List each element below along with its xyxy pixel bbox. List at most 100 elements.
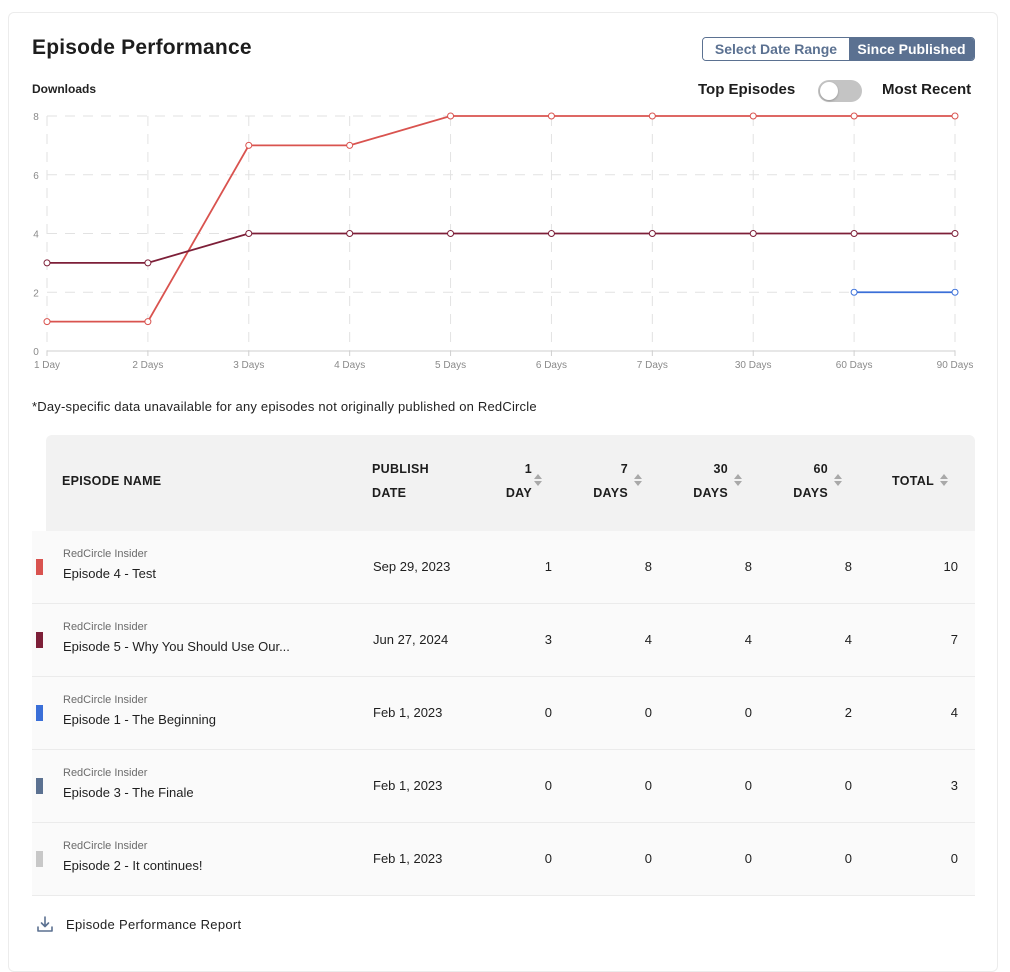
episode-name[interactable]: Episode 3 - The Finale	[63, 785, 194, 800]
episode-name[interactable]: Episode 2 - It continues!	[63, 858, 203, 873]
x-tick-label: 1 Day	[34, 360, 60, 371]
data-point	[951, 230, 959, 237]
page-title: Episode Performance	[32, 36, 252, 59]
downloads-total: 10	[943, 559, 958, 574]
downloads-60-days: 2	[844, 705, 852, 720]
episode-name[interactable]: Episode 1 - The Beginning	[63, 712, 216, 727]
data-point	[850, 230, 858, 237]
data-point	[951, 288, 959, 296]
x-tick-label: 2 Days	[132, 360, 163, 371]
col-30-days-l2: DAYS	[693, 486, 728, 500]
x-tick-label: 60 Days	[836, 360, 873, 371]
downloads-30-days: 4	[744, 632, 752, 647]
table-row[interactable]: RedCircle Insider Episode 3 - The Finale…	[32, 750, 975, 823]
sort-1-day-icon[interactable]	[534, 474, 542, 486]
sort-total-icon[interactable]	[940, 474, 948, 486]
show-name: RedCircle Insider	[63, 548, 148, 560]
data-point	[749, 112, 757, 120]
episode-name[interactable]: Episode 5 - Why You Should Use Our...	[63, 639, 290, 654]
show-name: RedCircle Insider	[63, 694, 148, 706]
downloads-60-days: 4	[844, 632, 852, 647]
publish-date: Feb 1, 2023	[373, 778, 443, 793]
data-point	[447, 112, 455, 120]
col-60-days-l1: 60	[813, 462, 828, 476]
col-publish-date[interactable]: PUBLISH DATE	[372, 457, 429, 505]
since-published-button[interactable]: Since Published	[849, 38, 974, 60]
data-point	[749, 230, 757, 237]
sort-7-days-icon[interactable]	[634, 474, 642, 486]
downloads-total: 7	[950, 632, 958, 647]
data-point	[648, 112, 656, 120]
y-tick-label: 8	[33, 112, 39, 123]
downloads-7-days: 0	[644, 705, 652, 720]
series-color-swatch	[36, 851, 43, 867]
publish-date: Feb 1, 2023	[373, 705, 443, 720]
downloads-30-days: 0	[744, 778, 752, 793]
col-7-days[interactable]: 7 DAYS	[588, 457, 628, 505]
col-60-days[interactable]: 60 DAYS	[788, 457, 828, 505]
col-30-days-l1: 30	[713, 462, 728, 476]
downloads-7-days: 4	[644, 632, 652, 647]
downloads-line-chart: 0 2 4 6 8 1 Day 2 Days 3 Days 4 Days 5 Days 6 Days…	[33, 112, 974, 371]
data-point	[850, 112, 858, 120]
downloads-total: 3	[950, 778, 958, 793]
select-date-range-button[interactable]: Select Date Range	[703, 38, 849, 60]
y-axis-label: Downloads	[32, 82, 97, 96]
series-color-swatch	[36, 632, 43, 648]
col-publish-l1: PUBLISH	[372, 462, 429, 476]
downloads-7-days: 0	[644, 778, 652, 793]
col-1-day[interactable]: 1 DAY	[492, 457, 532, 505]
y-tick-label: 0	[33, 347, 39, 358]
y-tick-label: 2	[33, 288, 39, 299]
downloads-1-day: 0	[544, 705, 552, 720]
x-tick-label: 5 Days	[435, 360, 466, 371]
show-name: RedCircle Insider	[63, 840, 148, 852]
downloads-30-days: 8	[744, 559, 752, 574]
table-row[interactable]: RedCircle Insider Episode 5 - Why You Sh…	[32, 604, 975, 677]
downloads-60-days: 8	[844, 559, 852, 574]
episode-name[interactable]: Episode 4 - Test	[63, 566, 156, 581]
y-tick-label: 6	[33, 171, 39, 182]
series-color-swatch	[36, 705, 43, 721]
data-point	[447, 230, 455, 237]
sort-60-days-icon[interactable]	[834, 474, 842, 486]
col-episode-name[interactable]: EPISODE NAME	[62, 474, 162, 488]
table-row[interactable]: RedCircle Insider Episode 2 - It continu…	[32, 823, 975, 896]
data-point	[346, 230, 354, 237]
downloads-1-day: 3	[544, 632, 552, 647]
data-point	[951, 112, 959, 120]
x-tick-label: 4 Days	[334, 360, 365, 371]
table-row[interactable]: RedCircle Insider Episode 4 - Test Sep 2…	[32, 531, 975, 604]
downloads-7-days: 8	[644, 559, 652, 574]
downloads-30-days: 0	[744, 851, 752, 866]
col-publish-l2: DATE	[372, 486, 407, 500]
sort-30-days-icon[interactable]	[734, 474, 742, 486]
downloads-1-day: 0	[544, 778, 552, 793]
table-row[interactable]: RedCircle Insider Episode 1 - The Beginn…	[32, 677, 975, 750]
x-tick-label: 7 Days	[637, 360, 668, 371]
publish-date: Sep 29, 2023	[373, 559, 451, 574]
y-tick-label: 4	[33, 230, 39, 241]
data-point	[850, 288, 858, 296]
data-point	[648, 230, 656, 237]
report-label: Episode Performance Report	[66, 916, 242, 932]
series-color-swatch	[36, 778, 43, 794]
table-header: EPISODE NAME PUBLISH DATE 1 DAY 7 DAYS 3…	[46, 435, 975, 531]
x-tick-label: 90 Days	[937, 360, 974, 371]
show-name: RedCircle Insider	[63, 621, 148, 633]
episode-performance-report-link[interactable]: Episode Performance Report	[36, 915, 241, 933]
col-30-days[interactable]: 30 DAYS	[688, 457, 728, 505]
col-60-days-l2: DAYS	[793, 486, 828, 500]
x-tick-label: 30 Days	[735, 360, 772, 371]
downloads-1-day: 1	[544, 559, 552, 574]
downloads-30-days: 0	[744, 705, 752, 720]
col-1-day-l2: DAY	[505, 486, 532, 500]
table-body: RedCircle Insider Episode 4 - Test Sep 2…	[32, 531, 975, 896]
episode-sort-toggle[interactable]	[818, 80, 862, 102]
data-point	[43, 259, 51, 267]
data-point	[547, 112, 555, 120]
date-range-selector: Select Date Range Since Published	[702, 37, 975, 61]
x-tick-label: 3 Days	[233, 360, 264, 371]
col-total[interactable]: TOTAL	[892, 474, 935, 488]
data-point	[144, 259, 152, 267]
